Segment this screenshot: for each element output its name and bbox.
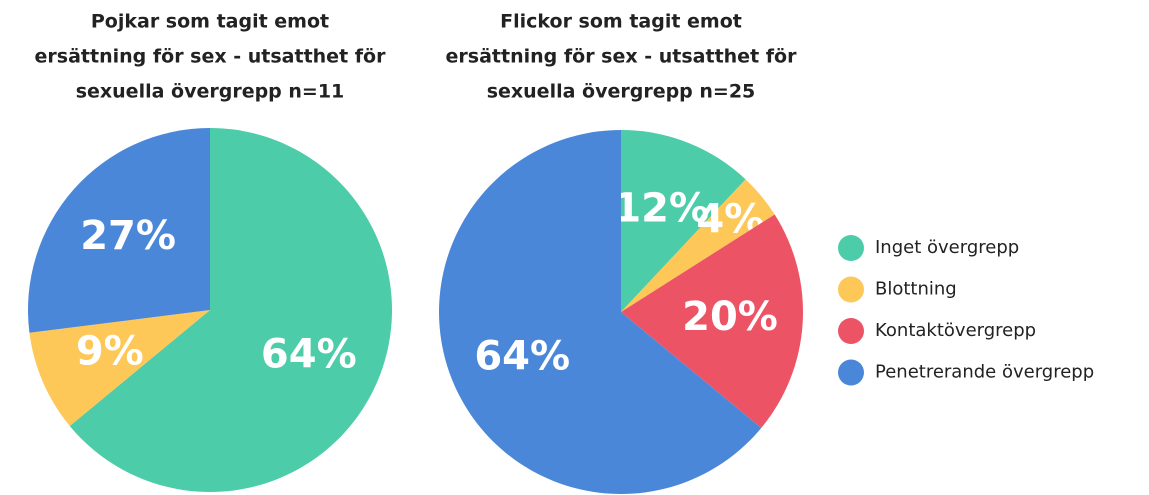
slice-label: 12% <box>613 185 709 231</box>
slice-label: 64% <box>474 333 570 379</box>
pie-slice <box>621 214 803 429</box>
pie-slice <box>29 310 211 427</box>
pie-slice <box>621 130 746 312</box>
pie-slice <box>69 128 392 493</box>
legend-swatch <box>838 276 864 303</box>
chart-title: ersättning för sex - utsatthet för <box>446 46 798 68</box>
pie-slice <box>621 179 775 312</box>
legend-label: Kontaktövergrepp <box>875 320 1036 341</box>
slice-label: 20% <box>682 294 778 340</box>
chart-title: sexuella övergrepp n=11 <box>76 81 345 103</box>
legend-label: Penetrerande övergrepp <box>875 362 1094 383</box>
legend-swatch <box>838 318 864 344</box>
chart-title: Flickor som tagit emot <box>500 11 742 33</box>
chart-title: Pojkar som tagit emot <box>91 11 329 33</box>
legend-swatch <box>838 235 864 261</box>
legend-label: Blottning <box>875 279 957 300</box>
slice-label: 27% <box>80 213 176 259</box>
pie-slice <box>27 128 210 333</box>
legend-swatch <box>838 359 864 386</box>
pie-slice <box>439 130 762 494</box>
slice-label: 9% <box>76 328 144 374</box>
slice-label: 64% <box>261 331 357 377</box>
chart-title: sexuella övergrepp n=25 <box>487 81 756 103</box>
legend-label: Inget övergrepp <box>875 237 1019 258</box>
chart-title: ersättning för sex - utsatthet för <box>35 46 387 68</box>
